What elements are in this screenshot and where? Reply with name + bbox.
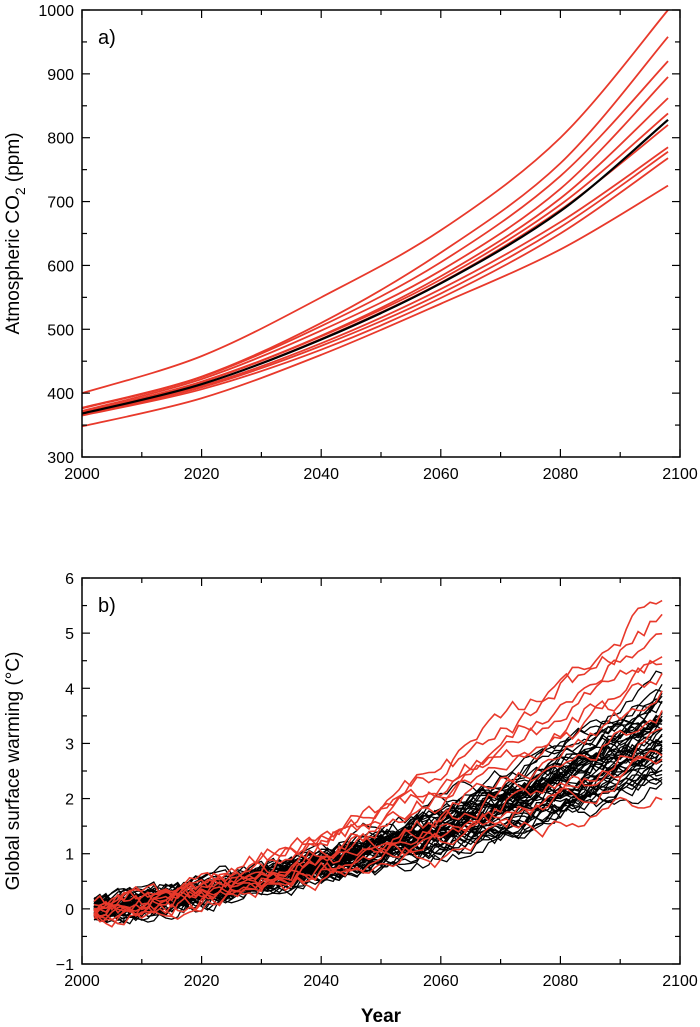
panel-b-series-ensemble-5 xyxy=(93,659,663,918)
panel-b-series-black-27 xyxy=(93,722,663,909)
panel-a-xtick-label: 2080 xyxy=(543,466,579,483)
panel-a-xtick-label: 2060 xyxy=(423,466,459,483)
panel-a-xtick-label: 2100 xyxy=(662,466,698,483)
panel-b-xtick-label: 2080 xyxy=(543,973,579,990)
panel-b-ytick-label: 6 xyxy=(65,571,74,588)
panel-b-series-ensemble-3 xyxy=(93,632,663,917)
panel-a-ytick-label: 700 xyxy=(47,195,74,212)
panel-b-xtick-label: 2060 xyxy=(423,973,459,990)
panel-a-ytick-label: 800 xyxy=(47,131,74,148)
panel-a-ytick-label: 500 xyxy=(47,322,74,339)
panel-b-xtick-label: 2000 xyxy=(64,973,100,990)
panel-b-series-ensemble-8 xyxy=(93,710,663,919)
panel-a-xtick-label: 2000 xyxy=(64,466,100,483)
panel-a-xtick-label: 2040 xyxy=(303,466,339,483)
panel-a-ylabel-prefix: Atmospheric CO xyxy=(3,195,24,334)
panel-b-ytick-label: 1 xyxy=(65,847,74,864)
panel-a-series-ensemble-3 xyxy=(81,60,669,410)
panel-a-ylabel-subscript: 2 xyxy=(12,187,28,195)
panel-b-series-ensemble-11 xyxy=(93,749,663,926)
panel-b-ytick-label: 3 xyxy=(65,736,74,753)
panel-b-series-group xyxy=(93,599,663,928)
panel-a-co2-chart: 2000 2020 2040 2060 2080 2100 300 400 500 600 700 8… xyxy=(3,3,698,483)
panel-b-series-ensemble-6 xyxy=(93,673,663,911)
panel-a-ytick-label: 300 xyxy=(47,450,74,467)
panel-a-series-ensemble-2 xyxy=(81,36,669,409)
panel-b-x-axis-title: Year xyxy=(361,1006,402,1027)
panel-b-ytick-label: 4 xyxy=(65,681,74,698)
panel-a-series-ensemble-5 xyxy=(81,97,669,414)
panel-b-series-ensemble-7 xyxy=(93,690,663,928)
panel-b-ytick-label: −1 xyxy=(56,957,74,974)
panel-a-series-ensemble-9 xyxy=(81,151,669,416)
panel-a-xtick-label: 2020 xyxy=(184,466,220,483)
panel-b-ticks: 2000 2020 2040 2060 2080 2100 −1 0 1 2 3 4 5 6 xyxy=(56,571,698,990)
panel-b-ytick-label: 0 xyxy=(65,902,74,919)
panel-b-series-ensemble-9 xyxy=(93,727,663,921)
panel-b-y-axis-title: Global surface warming (°C) xyxy=(3,652,24,891)
panel-b-label: b) xyxy=(98,595,116,617)
panel-b-xtick-label: 2100 xyxy=(662,973,698,990)
panel-a-series-reference xyxy=(81,118,669,415)
panel-a-ytick-label: 900 xyxy=(47,67,74,84)
panel-a-ytick-label: 600 xyxy=(47,258,74,275)
panel-a-ticks: 2000 2020 2040 2060 2080 2100 300 400 500 600 700 8… xyxy=(38,3,697,483)
panel-a-series-ensemble-10 xyxy=(81,157,669,417)
panel-a-series-ensemble-8 xyxy=(81,146,669,416)
panel-b-xtick-label: 2020 xyxy=(184,973,220,990)
panel-b-xtick-label: 2040 xyxy=(303,973,339,990)
panel-b-warming-chart: 2000 2020 2040 2060 2080 2100 −1 0 1 2 3 4 5 6 b) Glo… xyxy=(3,571,698,1027)
panel-b-series-black-43 xyxy=(93,728,663,914)
panel-a-series-ensemble-4 xyxy=(81,76,669,412)
panel-a-label: a) xyxy=(98,27,116,49)
panel-a-ytick-label: 400 xyxy=(47,386,74,403)
panel-a-ytick-label: 1000 xyxy=(38,3,74,20)
panel-a-ylabel-suffix: (ppm) xyxy=(3,132,24,187)
panel-b-ytick-label: 5 xyxy=(65,626,74,643)
panel-a-series-ensemble-11 xyxy=(81,184,669,428)
panel-a-series-group xyxy=(81,9,669,428)
panel-a-y-axis-title: Atmospheric CO2 (ppm) xyxy=(3,132,28,334)
panel-b-ytick-label: 2 xyxy=(65,792,74,809)
panel-b-series-ensemble-4 xyxy=(93,656,663,906)
panel-b-series-ensemble-12 xyxy=(93,796,663,920)
panel-a-series-ensemble-1 xyxy=(81,9,669,394)
panel-a-series-ensemble-6 xyxy=(81,112,669,414)
